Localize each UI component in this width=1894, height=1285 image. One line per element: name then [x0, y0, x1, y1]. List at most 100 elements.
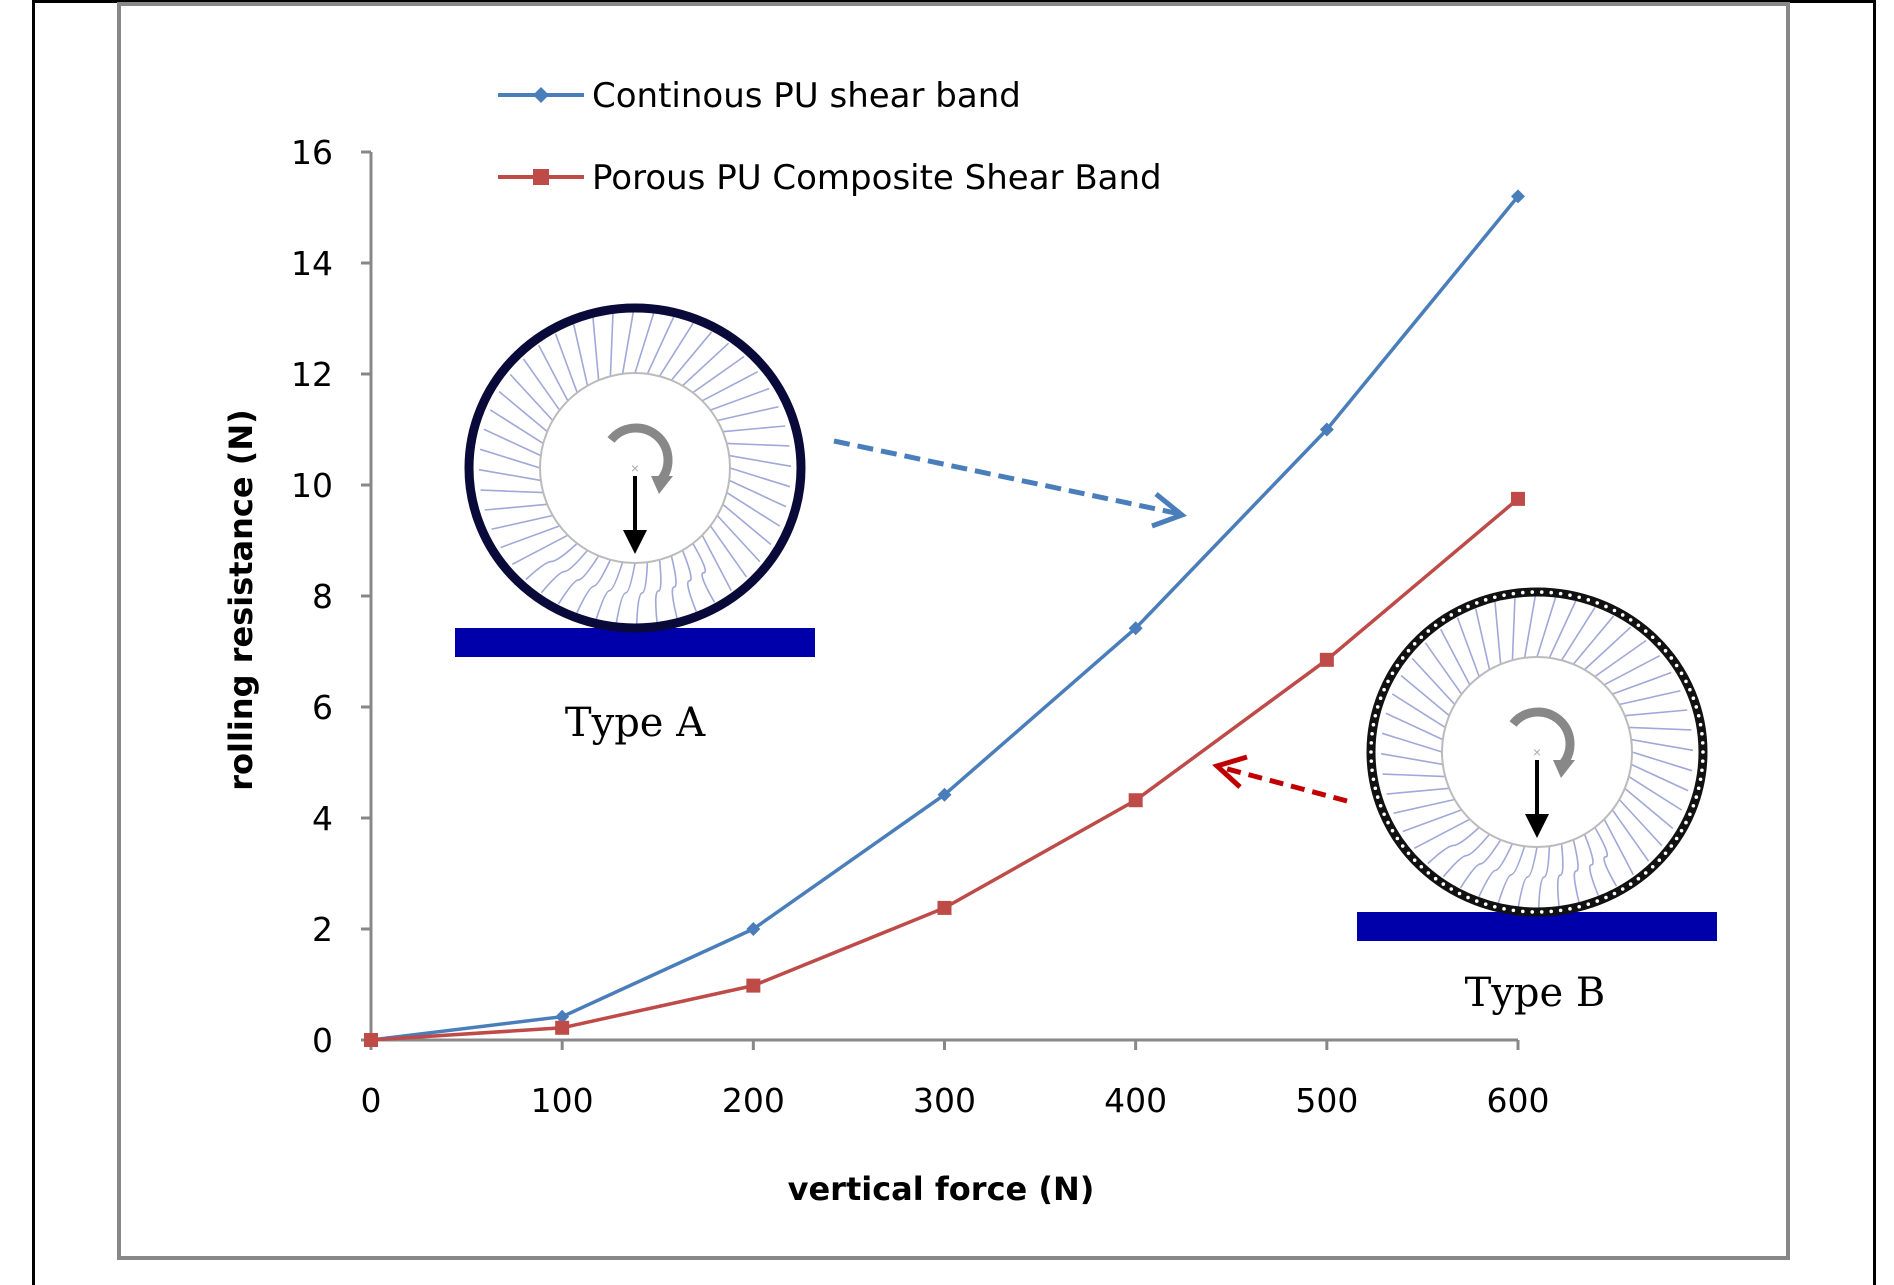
spoke	[635, 562, 649, 625]
pore	[1449, 613, 1454, 617]
pore	[1643, 629, 1648, 633]
pore	[1530, 590, 1535, 594]
pore	[1370, 768, 1374, 773]
pore	[1474, 601, 1479, 605]
pore	[1483, 598, 1488, 602]
pore	[1406, 851, 1411, 856]
spoke	[1624, 709, 1688, 717]
spoke	[1624, 787, 1674, 830]
x-tick-label: 300	[913, 1081, 976, 1120]
arrow-head-icon	[1212, 754, 1248, 789]
pore	[1371, 777, 1376, 782]
pore	[1511, 591, 1516, 596]
pore	[1650, 635, 1655, 640]
pore	[1586, 598, 1591, 602]
spoke	[480, 489, 544, 494]
pore	[1568, 593, 1572, 597]
spoke	[522, 358, 561, 411]
spoke	[726, 442, 790, 447]
pore	[1612, 891, 1617, 896]
pore	[1474, 899, 1479, 903]
y-tick-label: 4	[312, 799, 333, 838]
pore	[1577, 904, 1582, 909]
spoke	[1427, 826, 1480, 865]
pore	[1382, 687, 1386, 692]
spoke	[1594, 639, 1647, 678]
spoke	[498, 390, 548, 433]
hub-circle	[539, 372, 731, 564]
pore	[1684, 820, 1688, 825]
pore	[1701, 750, 1705, 754]
spoke	[483, 428, 542, 457]
tire-rim	[464, 303, 806, 633]
spoke	[621, 311, 635, 374]
spoke	[692, 542, 716, 603]
spoke	[491, 514, 553, 531]
diamond-marker-icon	[555, 1009, 570, 1024]
pore	[1663, 851, 1668, 856]
spoke	[1594, 826, 1618, 887]
arrow-type-b-to-porous	[1212, 754, 1348, 804]
pore	[1674, 663, 1679, 668]
pore	[1373, 786, 1378, 791]
pore	[1373, 713, 1378, 718]
spoke	[717, 405, 779, 422]
spoke	[1497, 845, 1526, 904]
diamond-marker-icon	[1511, 189, 1525, 204]
diamond-marker-icon	[533, 87, 549, 103]
spoke	[710, 387, 770, 411]
pore	[1378, 696, 1383, 701]
pore	[1375, 795, 1380, 799]
tire-type-b-illustration: ×	[1357, 587, 1717, 941]
spoke	[728, 479, 787, 508]
spoke	[1380, 752, 1443, 766]
pore	[1586, 902, 1591, 906]
pore	[1691, 803, 1696, 808]
spoke	[692, 355, 745, 394]
pore	[1390, 671, 1395, 676]
pore	[1663, 648, 1668, 653]
pore	[1520, 590, 1525, 595]
legend-label-continuous: Continous PU shear band	[592, 76, 1021, 116]
spoke	[1400, 674, 1450, 717]
pore	[1688, 812, 1692, 817]
arrow-head-icon	[1151, 492, 1188, 529]
spoke	[726, 491, 781, 527]
pore	[1700, 731, 1704, 736]
pore	[1604, 604, 1608, 609]
rotation-arrowhead-icon	[1553, 760, 1575, 778]
series-continuous	[364, 189, 1525, 1047]
pore	[1419, 635, 1424, 640]
spoke	[595, 561, 624, 620]
pore	[1694, 795, 1699, 799]
square-marker-icon	[746, 978, 761, 993]
square-marker-icon	[364, 1033, 378, 1047]
square-marker-icon	[937, 900, 952, 915]
pore	[1568, 907, 1572, 911]
center-mark-icon: ×	[631, 460, 639, 476]
pore	[1426, 871, 1431, 875]
spoke	[1572, 839, 1580, 903]
spoke	[1456, 617, 1480, 677]
spoke	[557, 555, 600, 605]
spoke	[1386, 787, 1450, 795]
pore	[1426, 629, 1431, 633]
spoke	[1548, 600, 1577, 659]
pore	[1530, 910, 1535, 914]
spoke	[634, 312, 655, 374]
spoke	[1478, 843, 1514, 898]
pore	[1558, 591, 1563, 596]
hub-circle	[1441, 656, 1633, 848]
square-marker-icon	[555, 1020, 570, 1035]
square-marker-icon	[533, 169, 549, 185]
y-tick-label: 12	[291, 355, 333, 394]
spoke	[701, 370, 759, 402]
pore	[1620, 887, 1625, 891]
spoke	[681, 549, 698, 612]
spoke	[701, 534, 733, 592]
spoke	[1385, 712, 1444, 741]
pore	[1612, 608, 1617, 613]
spoke	[1439, 628, 1471, 686]
pore	[1679, 828, 1684, 833]
